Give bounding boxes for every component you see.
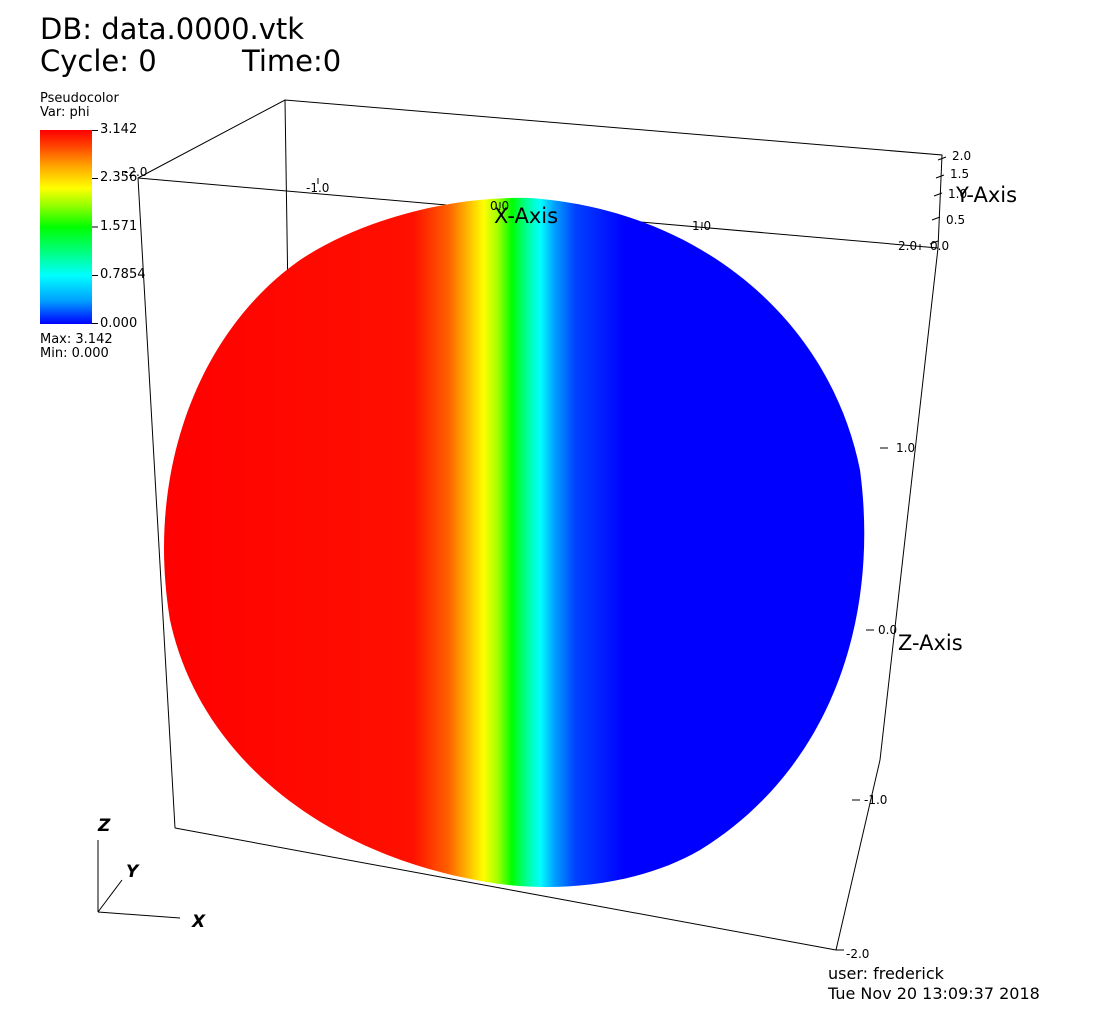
x-tick-label: -2.0 [124, 165, 148, 179]
y-tick-label: 1.5 [950, 167, 970, 181]
legend-label-max: 3.142 [100, 122, 138, 137]
cycle-label: Cycle: 0 [40, 44, 157, 78]
axis-triad [97, 840, 181, 919]
x-tick-label: 2.0 [898, 239, 918, 253]
legend-plot-type: Pseudocolor [40, 91, 119, 106]
x-tick-label: 0.0 [490, 199, 510, 213]
y-tick-label: 0.5 [946, 213, 966, 227]
timestamp-label: Tue Nov 20 13:09:37 2018 [828, 984, 1040, 1003]
disk-surface [163, 197, 865, 887]
time-label: Time:0 [242, 44, 342, 78]
y-tick-label: 2.0 [952, 149, 972, 163]
legend-variable: Var: phi [40, 105, 90, 120]
db-name-label: DB: data.0000.vtk [40, 12, 305, 46]
legend-max-value: Max: 3.142 [40, 332, 113, 347]
triad-z-label: Z [98, 816, 111, 836]
legend-label-2: 2.356 [100, 170, 138, 185]
z-tick-label: -1.0 [864, 793, 888, 807]
color-legend-bar [40, 130, 92, 324]
triad-y-label: Y [126, 862, 139, 882]
phi-disk [163, 197, 865, 887]
z-tick-label: 0.0 [878, 623, 898, 637]
x-axis-ticks [317, 178, 921, 250]
legend-tick-marks [92, 130, 98, 324]
y-tick-label: 1.0 [948, 187, 968, 201]
legend-label-3: 1.571 [100, 219, 138, 234]
bounding-box [137, 99, 943, 951]
x-tick-label: -1.0 [306, 181, 330, 195]
y-axis-title: Y-Axis [956, 183, 1018, 207]
z-axis-title: Z-Axis [898, 631, 963, 655]
user-label: user: frederick [828, 964, 944, 983]
z-tick-label: -2.0 [846, 947, 870, 961]
y-axis-ticks [929, 156, 947, 245]
x-tick-label: 1.0 [692, 219, 712, 233]
triad-x-label: X [192, 912, 206, 932]
legend-label-min: 0.000 [100, 316, 138, 331]
legend-min-value: Min: 0.000 [40, 346, 109, 361]
z-axis-ticks [836, 447, 888, 951]
x-axis-title: X-Axis [494, 204, 559, 228]
legend-label-4: 0.7854 [100, 267, 146, 282]
z-tick-label: 1.0 [896, 441, 916, 455]
y-tick-label: 0.0 [930, 239, 950, 253]
